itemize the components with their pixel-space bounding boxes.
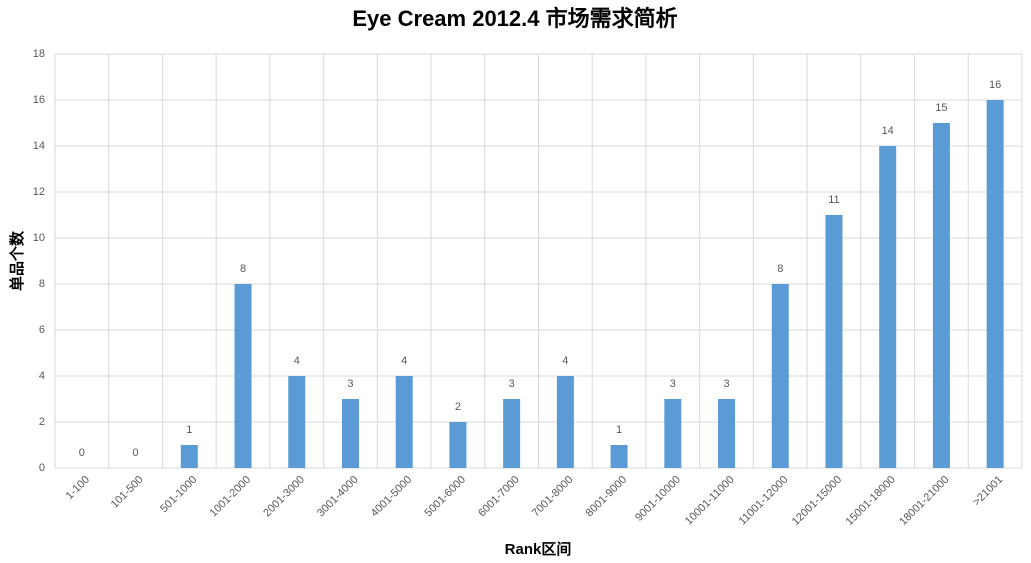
chart-title: Eye Cream 2012.4 市场需求简析 [352,6,677,31]
bar [771,284,789,468]
bar [288,376,306,468]
y-tick-label: 0 [39,462,45,474]
bar [180,445,198,468]
bar [234,284,252,468]
value-label: 14 [882,125,894,137]
bar [395,376,413,468]
x-tick-label: >21001 [971,474,1006,509]
x-tick-label: 3001-4000 [315,474,361,520]
x-tick-label: 2001-3000 [261,474,307,520]
value-label: 8 [240,263,246,275]
y-tick-label: 6 [39,324,45,336]
value-label: 4 [294,355,300,367]
x-tick-label: 11001-12000 [737,474,791,528]
x-tick-label: 9001-10000 [633,474,683,524]
value-label: 1 [186,424,192,436]
x-tick-label: 8001-9000 [584,474,630,520]
bar [449,422,467,468]
x-axis-title: Rank区间 [505,540,572,558]
value-label: 1 [616,424,622,436]
bar [718,399,736,468]
y-tick-label: 8 [39,278,45,290]
y-tick-label: 12 [33,186,45,198]
x-tick-label: 1001-2000 [208,474,254,520]
value-label: 11 [828,194,839,206]
bar [825,215,843,468]
x-tick-label: 1-100 [64,474,92,502]
bar [556,376,574,468]
value-label: 2 [455,401,461,413]
x-tick-label: 12001-15000 [790,474,844,528]
value-label: 4 [562,355,568,367]
x-tick-label: 101-500 [109,474,146,511]
bar [503,399,521,468]
bar [664,399,682,468]
y-tick-label: 18 [33,48,45,60]
y-axis-title: 单品个数 [8,230,26,291]
y-tick-label: 10 [33,232,45,244]
value-label: 8 [777,263,783,275]
bar [986,100,1004,468]
x-tick-label: 501-1000 [158,474,199,515]
value-label: 15 [935,102,947,114]
value-label: 0 [133,447,139,459]
bar [932,123,950,468]
value-label: 3 [723,378,729,390]
y-tick-label: 16 [33,94,45,106]
bar [610,445,628,468]
x-tick-label: 15001-18000 [844,474,898,528]
bar [879,146,897,468]
bar [341,399,359,468]
y-tick-label: 2 [39,416,45,428]
x-tick-label: 7001-8000 [530,474,576,520]
y-tick-label: 4 [39,370,45,382]
value-label: 4 [401,355,407,367]
x-tick-label: 6001-7000 [476,474,522,520]
value-label: 0 [79,447,85,459]
x-tick-label: 5001-6000 [422,474,468,520]
value-label: 3 [509,378,515,390]
x-tick-label: 18001-21000 [897,474,951,528]
value-label: 16 [989,79,1001,91]
x-tick-label: 10001-11000 [683,474,737,528]
y-tick-label: 14 [33,140,45,152]
value-label: 3 [670,378,676,390]
value-label: 3 [347,378,353,390]
x-tick-label: 4001-5000 [369,474,415,520]
